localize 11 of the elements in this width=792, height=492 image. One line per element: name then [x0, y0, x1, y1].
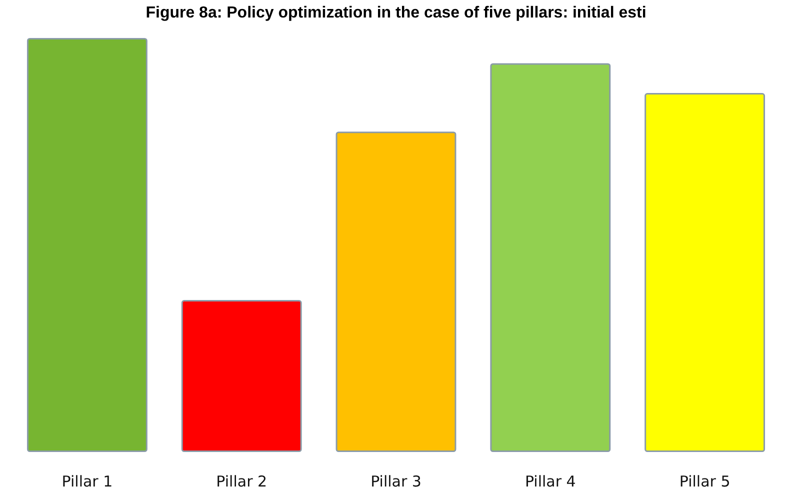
bar	[26, 38, 148, 452]
bar	[644, 93, 766, 452]
chart-title: Figure 8a: Policy optimization in the case of five pillars: initial esti	[146, 4, 646, 22]
bar	[181, 300, 302, 452]
x-tick-label: Pillar 1	[62, 472, 113, 490]
bar	[490, 63, 611, 452]
x-tick-label: Pillar 3	[370, 472, 422, 490]
x-tick-label: Pillar 4	[524, 472, 576, 490]
x-tick-label: Pillar 2	[216, 472, 268, 490]
x-tick-label: Pillar 5	[679, 472, 730, 490]
bar	[336, 132, 456, 452]
